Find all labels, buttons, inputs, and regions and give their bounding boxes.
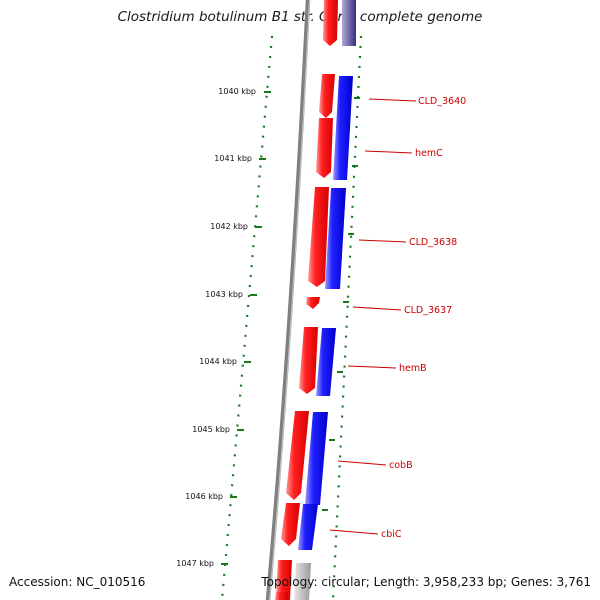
tick-label: 1040 kbp [218,87,256,96]
tick-label: 1046 kbp [185,492,223,501]
gene-arrow-forward [308,187,329,287]
kbp-ticks: 1040 kbp 1041 kbp 1042 kbp 1043 kbp 1044… [176,87,271,568]
gene-label-cld3637[interactable]: CLD_3637 [404,305,452,316]
gene-arrow-reverse [305,412,328,505]
gene-label-hemb[interactable]: hemB [399,363,427,374]
gene-arrow-forward [299,327,318,394]
genome-backbone [265,0,311,600]
tick-label: 1041 kbp [214,154,252,163]
gene-label-cld3638[interactable]: CLD_3638 [409,237,457,248]
gene-label-hemc[interactable]: hemC [415,148,443,159]
tick-label: 1043 kbp [205,290,243,299]
gene-arrow-forward [306,297,320,309]
gene-labels: CLD_3640 hemC CLD_3638 CLD_3637 hemB cob… [329,96,466,540]
gene-label-cbic[interactable]: cbiC [381,529,402,540]
topology-label: Topology: circular; Length: 3,958,233 bp… [261,575,591,589]
genome-title: Clostridium botulinum B1 str. Okra, comp… [117,9,483,25]
tick-label: 1042 kbp [210,222,248,231]
ruler-dots [220,35,274,600]
tick-label: 1044 kbp [199,357,237,366]
accession-label: Accession: NC_010516 [9,575,146,589]
gene-arrow-reverse [316,328,336,396]
ruler-dots-inner [331,35,363,600]
gene-arrow-forward [319,74,335,118]
gene-arrow-reverse [325,188,346,289]
gene-arrow-reverse [298,504,318,550]
gene-arrow-forward [281,503,300,546]
genome-backbone-highlight [269,0,310,600]
gene-arrow-reverse [333,76,353,180]
gene-label-cobb[interactable]: cobB [389,460,413,471]
gene-bottom-forward-2 [275,592,288,600]
gene-arrow-forward [316,118,333,178]
gene-bottom-grey [294,563,311,600]
tick-label: 1047 kbp [176,559,214,568]
gene-top-reverse [342,0,356,46]
inner-ticks [322,97,360,511]
gene-arrow-forward [286,411,309,500]
tick-label: 1045 kbp [192,425,230,434]
gene-label-cld3640[interactable]: CLD_3640 [418,96,466,107]
gene-bottom-forward [276,560,292,600]
gene-top-forward [323,0,338,46]
